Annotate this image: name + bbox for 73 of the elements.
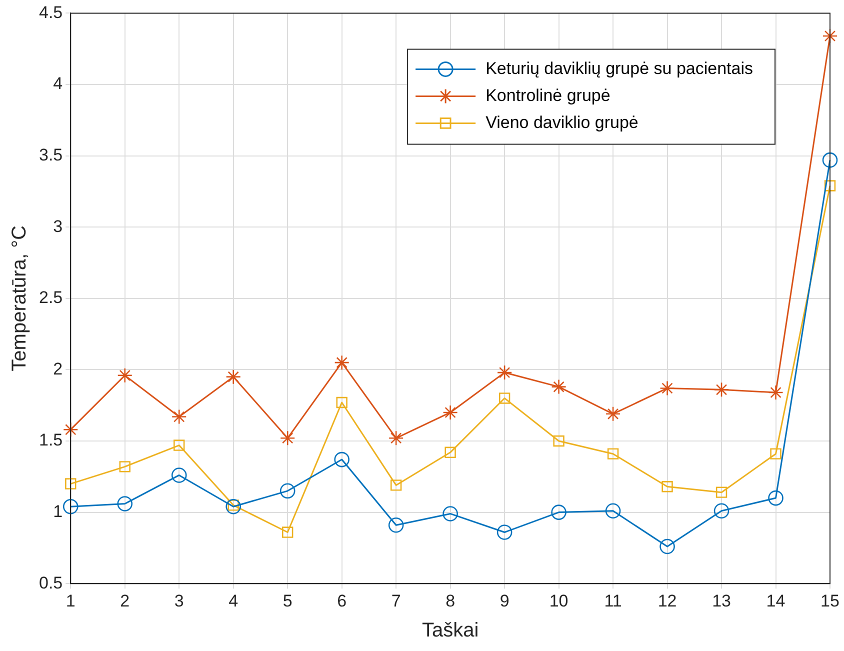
point	[62, 498, 78, 514]
y-tick-label: 2	[53, 359, 63, 378]
point	[551, 504, 566, 520]
legend-label: Vieno daviklio grupė	[486, 112, 638, 132]
point	[551, 379, 566, 394]
point	[388, 517, 404, 533]
x-tick-label: 4	[228, 591, 238, 610]
x-tick-label: 3	[174, 591, 184, 610]
x-tick-label: 7	[391, 591, 401, 610]
legend-label: Keturių daviklių grupė su pacientais	[486, 58, 754, 78]
x-tick-label: 10	[549, 591, 568, 610]
y-tick-label: 1	[53, 502, 63, 521]
point	[442, 404, 458, 420]
x-tick-label: 12	[658, 591, 677, 610]
point	[390, 480, 402, 491]
point	[822, 28, 838, 44]
point	[280, 430, 296, 446]
point	[117, 368, 133, 384]
point	[660, 538, 675, 554]
x-tick-label: 11	[604, 591, 622, 610]
x-tick-label: 6	[337, 591, 347, 610]
point	[117, 496, 133, 512]
point	[171, 468, 187, 483]
point	[65, 478, 76, 490]
point	[388, 430, 404, 446]
point	[496, 524, 512, 540]
point	[660, 380, 675, 396]
point	[119, 461, 130, 472]
point	[716, 486, 728, 498]
x-axis-title: Taškai	[422, 620, 479, 642]
point	[770, 448, 782, 460]
point	[605, 406, 621, 422]
point	[174, 440, 185, 451]
point	[496, 364, 512, 380]
point	[662, 481, 673, 492]
point	[442, 506, 458, 522]
x-tick-label: 15	[820, 591, 840, 610]
point	[768, 384, 784, 400]
point	[822, 152, 838, 168]
point	[768, 490, 784, 506]
y-axis-title: Temperatūra, °C	[8, 225, 31, 372]
point	[605, 503, 621, 519]
y-tick-label: 4	[53, 74, 63, 94]
y-tick-label: 2.5	[38, 288, 63, 308]
point	[226, 369, 242, 384]
point	[280, 483, 296, 499]
point	[226, 498, 242, 514]
point	[824, 180, 836, 192]
point	[498, 392, 510, 404]
point	[714, 503, 730, 519]
y-tick-label: 4.5	[38, 2, 63, 22]
point	[62, 422, 78, 438]
x-tick-label: 5	[282, 591, 292, 610]
point	[553, 435, 564, 447]
y-tick-label: 1.5	[38, 430, 63, 450]
point	[607, 448, 619, 460]
x-tick-label: 2	[120, 591, 130, 610]
point	[334, 354, 350, 370]
point	[714, 382, 730, 398]
x-tick-label: 14	[766, 591, 786, 610]
y-tick-label: 0.5	[38, 573, 63, 592]
point	[171, 409, 187, 424]
point	[282, 526, 294, 538]
y-tick-label: 3.5	[38, 145, 63, 164]
legend-label: Kontrolinė grupė	[486, 86, 610, 105]
x-tick-label: 8	[446, 591, 456, 610]
point	[444, 446, 456, 458]
x-tick-label: 9	[500, 591, 510, 610]
point	[334, 452, 350, 468]
x-tick-label: 1	[66, 591, 76, 610]
y-tick-label: 3	[53, 216, 63, 236]
x-tick-label: 13	[712, 591, 731, 610]
point	[336, 396, 348, 408]
